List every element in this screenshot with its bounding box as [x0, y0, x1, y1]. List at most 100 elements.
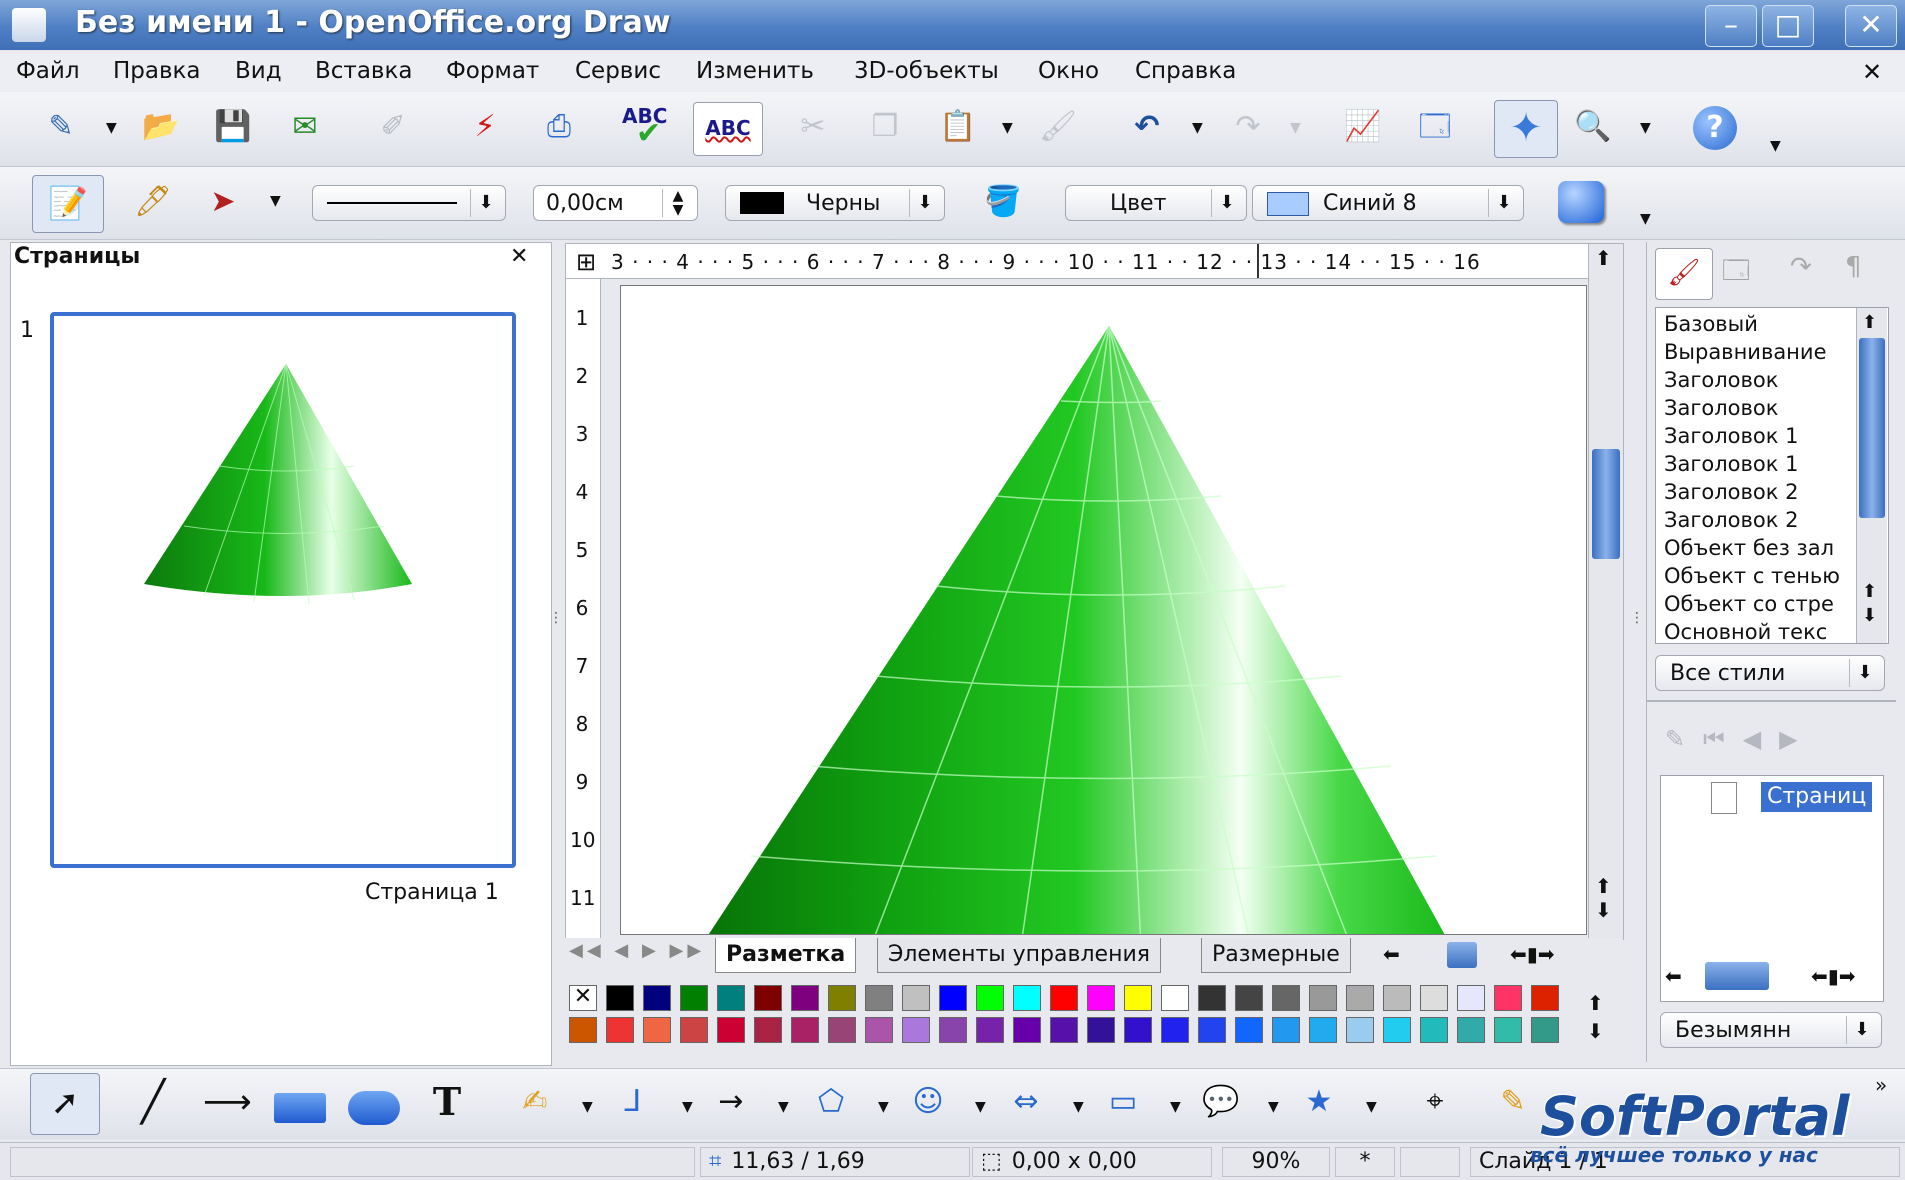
- tab-dimension-lines[interactable]: Размерные: [1201, 938, 1351, 973]
- scroll-left-right-icon[interactable]: ⬅▮➡: [1811, 964, 1856, 988]
- styles-scrollbar[interactable]: ⬆ ⬆ ⬇: [1856, 308, 1887, 643]
- color-swatch[interactable]: [1161, 1017, 1189, 1043]
- save-icon[interactable]: 💾: [214, 109, 252, 144]
- document-select[interactable]: Безымянн ⬇: [1660, 1012, 1882, 1048]
- horizontal-ruler[interactable]: ⊞ 3 · · · 4 · · · 5 · · · 6 · · · 7 · · …: [565, 243, 1590, 279]
- color-swatch[interactable]: [828, 985, 856, 1011]
- color-swatch[interactable]: [1383, 1017, 1411, 1043]
- color-swatch[interactable]: [939, 1017, 967, 1043]
- color-swatch[interactable]: [569, 1017, 597, 1043]
- style-item[interactable]: Основной текс: [1664, 620, 1828, 644]
- area-style-select[interactable]: Цвет ⬇: [1065, 185, 1247, 221]
- style-item[interactable]: Заголовок 2: [1664, 508, 1799, 532]
- chevron-down-icon[interactable]: ▼: [1290, 120, 1301, 136]
- format-paintbrush-icon[interactable]: 🖌: [1038, 109, 1078, 144]
- graphics-styles-icon[interactable]: 🖌: [1655, 248, 1713, 300]
- toolbar-overflow-icon[interactable]: »: [1875, 1073, 1888, 1097]
- color-swatch[interactable]: [1272, 1017, 1300, 1043]
- color-swatch[interactable]: [643, 985, 671, 1011]
- color-swatch[interactable]: [1124, 1017, 1152, 1043]
- chevron-down-icon[interactable]: ▼: [1002, 120, 1013, 136]
- scroll-down-icon[interactable]: ⬆ ⬇: [1862, 581, 1878, 626]
- paragraph-icon[interactable]: ¶: [1845, 252, 1862, 282]
- email-icon[interactable]: ✉: [292, 109, 318, 144]
- menu-edit[interactable]: Правка: [113, 58, 201, 84]
- shadow-icon[interactable]: [1558, 181, 1604, 223]
- color-swatch[interactable]: [1420, 985, 1448, 1011]
- close-button[interactable]: ✕: [1845, 5, 1897, 47]
- style-filter-select[interactable]: Все стили ⬇: [1655, 655, 1885, 691]
- styles-list[interactable]: Базовый Выравнивание Заголовок Заголовок…: [1655, 307, 1889, 644]
- color-swatch[interactable]: [1087, 1017, 1115, 1043]
- cut-icon[interactable]: ✂: [800, 109, 826, 144]
- color-swatch[interactable]: [1531, 985, 1559, 1011]
- ruler-origin-icon[interactable]: ⊞: [576, 248, 597, 276]
- color-swatch[interactable]: [606, 985, 634, 1011]
- autospellcheck-icon[interactable]: ABC: [693, 102, 763, 156]
- vertical-scrollbar[interactable]: ⬆ ⬆ ⬇: [1588, 243, 1624, 940]
- chevron-down-icon[interactable]: ⬇: [1846, 1016, 1877, 1044]
- color-swatch[interactable]: [865, 1017, 893, 1043]
- text-tool-icon[interactable]: T: [432, 1079, 462, 1124]
- chevron-down-icon[interactable]: ▼: [582, 1099, 593, 1115]
- line-tool-icon[interactable]: ╱: [140, 1079, 166, 1125]
- presentation-styles-icon[interactable]: 🗔: [1722, 256, 1751, 286]
- navigator-toolbar-icons[interactable]: ✎⏮◀▶: [1665, 725, 1816, 753]
- width-stepper-icon[interactable]: ▲ ▼: [662, 189, 693, 217]
- chevron-down-icon[interactable]: ▼: [1268, 1099, 1279, 1115]
- style-item[interactable]: Объект без зал: [1664, 536, 1834, 560]
- block-arrows-icon[interactable]: ⇔: [1013, 1084, 1039, 1119]
- style-item[interactable]: Заголовок 1: [1664, 452, 1799, 476]
- color-swatch[interactable]: [791, 985, 819, 1011]
- color-swatch[interactable]: [1235, 1017, 1263, 1043]
- chevron-down-icon[interactable]: ⬇: [1488, 189, 1519, 217]
- style-item[interactable]: Объект со стре: [1664, 592, 1834, 616]
- zoom-icon[interactable]: 🔍: [1574, 109, 1612, 144]
- color-swatch[interactable]: [1087, 985, 1115, 1011]
- symbol-shapes-icon[interactable]: ☺: [912, 1084, 944, 1119]
- area-color-select[interactable]: Синий 8 ⬇: [1252, 185, 1524, 221]
- chevron-down-icon[interactable]: ▼: [778, 1099, 789, 1115]
- color-swatch[interactable]: [1013, 1017, 1041, 1043]
- menu-window[interactable]: Окно: [1038, 58, 1100, 84]
- fontwork-icon[interactable]: ✎: [1500, 1084, 1526, 1119]
- curve-tool-icon[interactable]: ✍: [522, 1084, 548, 1119]
- basic-shapes-icon[interactable]: ⬠: [817, 1084, 845, 1119]
- chevron-down-icon[interactable]: ⬇: [470, 189, 501, 217]
- color-swatch[interactable]: [939, 985, 967, 1011]
- color-swatch[interactable]: [717, 985, 745, 1011]
- menu-tools[interactable]: Сервис: [575, 58, 661, 84]
- color-swatch[interactable]: [1420, 1017, 1448, 1043]
- color-swatch[interactable]: [754, 985, 782, 1011]
- flowchart-icon[interactable]: ▭: [1108, 1084, 1138, 1119]
- chevron-down-icon[interactable]: ▼: [878, 1099, 889, 1115]
- zoom-field[interactable]: 90%: [1222, 1147, 1330, 1177]
- ellipse-tool-icon[interactable]: [348, 1091, 400, 1125]
- chevron-down-icon[interactable]: ⬇: [909, 189, 940, 217]
- chevron-down-icon[interactable]: ▼: [1640, 120, 1651, 136]
- scroll-up-icon[interactable]: ⬆: [1595, 246, 1612, 270]
- splitter-handle-icon[interactable]: ⋮: [549, 610, 563, 626]
- line-icon[interactable]: 🖊: [133, 184, 173, 219]
- select-pointer-icon[interactable]: ➚: [30, 1073, 100, 1135]
- color-swatch[interactable]: [643, 1017, 671, 1043]
- color-swatch[interactable]: [1161, 985, 1189, 1011]
- undo-icon[interactable]: ↶: [1134, 109, 1160, 144]
- rectangle-tool-icon[interactable]: [274, 1093, 326, 1123]
- navigator-page-item[interactable]: Страниц: [1761, 782, 1873, 812]
- page-up-down-icon[interactable]: ⬆ ⬇: [1595, 874, 1612, 922]
- tab-nav-buttons[interactable]: ◀◀ ◀ ▶ ▶▶: [569, 940, 706, 961]
- points-icon[interactable]: ⌖: [1426, 1084, 1444, 1119]
- callouts-icon[interactable]: 💬: [1202, 1084, 1240, 1119]
- chevron-down-icon[interactable]: ▼: [1073, 1099, 1084, 1115]
- menu-help[interactable]: Справка: [1135, 58, 1237, 84]
- color-swatch[interactable]: [1494, 1017, 1522, 1043]
- color-swatch[interactable]: [1309, 1017, 1337, 1043]
- style-item[interactable]: Заголовок: [1664, 396, 1779, 420]
- minimize-button[interactable]: –: [1705, 5, 1757, 47]
- color-swatch[interactable]: [717, 1017, 745, 1043]
- style-item[interactable]: Заголовок 1: [1664, 424, 1799, 448]
- color-swatch[interactable]: [754, 1017, 782, 1043]
- navigator-icon[interactable]: 🗔: [1418, 109, 1452, 144]
- area-fill-icon[interactable]: 🪣: [984, 184, 1022, 219]
